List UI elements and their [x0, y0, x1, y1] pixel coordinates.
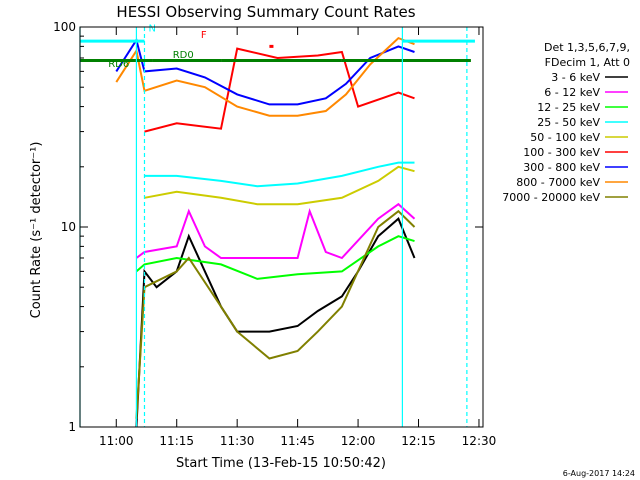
legend-header-line-1: Det 1,3,5,6,7,9,: [544, 41, 630, 54]
x-tick-label: 11:15: [159, 434, 194, 448]
y-axis-label: Count Rate (s⁻¹ detector⁻¹): [29, 142, 44, 319]
footer-date: 6-Aug-2017 14:24: [563, 469, 635, 478]
series-300-800-kev: [115, 37, 415, 106]
series-100-300-kev: [144, 47, 415, 133]
legend-label-25-50-kev: 25 - 50 keV: [537, 116, 600, 129]
legend-header-line-2: FDecim 1, Att 0: [545, 56, 630, 69]
legend-label-7000-20000-kev: 7000 - 20000 keV: [502, 191, 600, 204]
x-tick-label: 11:30: [220, 434, 255, 448]
x-tick-label: 12:00: [341, 434, 376, 448]
legend-label-100-300-kev: 100 - 300 keV: [523, 146, 600, 159]
plot-area: N F RD0 RD6: [79, 23, 484, 428]
series-25-50-kev: [144, 161, 415, 188]
marker-layer: [79, 27, 468, 427]
x-tick-label: 12:15: [401, 434, 436, 448]
series-6-12-kev: [135, 202, 416, 260]
x-tick-label: 11:00: [99, 434, 134, 448]
flag-label-n: N: [149, 23, 156, 34]
series-7000-20000-kev: [135, 209, 416, 419]
series-50-100-kev: [144, 165, 415, 206]
legend-label-12-25-kev: 12 - 25 keV: [537, 101, 600, 114]
flag-layer: N F RD0 RD6: [80, 23, 475, 70]
legend-label-800-7000-kev: 800 - 7000 keV: [516, 176, 600, 189]
legend-label-300-800-kev: 300 - 800 keV: [523, 161, 600, 174]
legend-label-50-100-kev: 50 - 100 keV: [530, 131, 600, 144]
legend-label-3-6-kev: 3 - 6 keV: [551, 71, 600, 84]
flag-label-f: F: [201, 30, 207, 41]
chart-title: HESSI Observing Summary Count Rates: [116, 3, 415, 21]
x-axis-label: Start Time (13-Feb-15 10:50:42): [176, 456, 386, 471]
legend: Det 1,3,5,6,7,9, FDecim 1, Att 0 3 - 6 k…: [502, 41, 630, 204]
y-tick-label: 1: [68, 420, 76, 434]
legend-label-6-12-kev: 6 - 12 keV: [544, 86, 600, 99]
y-tick-label: 10: [61, 220, 76, 234]
axis-layer: 11:00 11:15 11:30 11:45 12:00 12:15 12:30 1 10 10…: [53, 20, 496, 448]
x-tick-label: 12:30: [462, 434, 497, 448]
series-12-25-kev: [135, 235, 415, 280]
x-tick-label: 11:45: [280, 434, 315, 448]
flag-label-rd6: RD6: [108, 59, 129, 70]
y-tick-label: 100: [53, 20, 76, 34]
flag-label-rd0: RD0: [173, 50, 194, 61]
series-layer: [115, 36, 416, 428]
